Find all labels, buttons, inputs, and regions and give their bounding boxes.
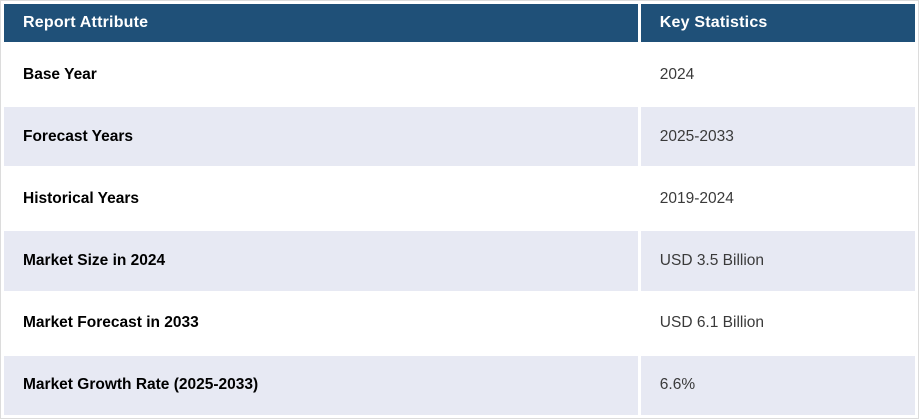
attribute-cell: Forecast Years: [4, 107, 638, 167]
value-cell: USD 3.5 Billion: [640, 231, 915, 291]
table-row-base-year: Base Year 2024: [4, 45, 915, 105]
table-row-market-growth-rate: Market Growth Rate (2025-2033) 6.6%: [4, 355, 915, 415]
column-header-report-attribute: Report Attribute: [4, 4, 638, 42]
attribute-cell: Historical Years: [4, 169, 638, 229]
value-cell: USD 6.1 Billion: [640, 293, 915, 353]
table-row-forecast-years: Forecast Years 2025-2033: [4, 107, 915, 167]
value-cell: 2024: [640, 45, 915, 105]
header-row: Report Attribute Key Statistics: [4, 4, 915, 42]
attribute-cell: Market Forecast in 2033: [4, 293, 638, 353]
table-row-market-forecast-2033: Market Forecast in 2033 USD 6.1 Billion: [4, 293, 915, 353]
attribute-cell: Market Growth Rate (2025-2033): [4, 355, 638, 415]
column-header-key-statistics: Key Statistics: [640, 4, 915, 42]
value-cell: 2025-2033: [640, 107, 915, 167]
attribute-cell: Market Size in 2024: [4, 231, 638, 291]
attribute-cell: Base Year: [4, 45, 638, 105]
value-cell: 6.6%: [640, 355, 915, 415]
table-row-market-size-2024: Market Size in 2024 USD 3.5 Billion: [4, 231, 915, 291]
value-cell: 2019-2024: [640, 169, 915, 229]
table-row-historical-years: Historical Years 2019-2024: [4, 169, 915, 229]
